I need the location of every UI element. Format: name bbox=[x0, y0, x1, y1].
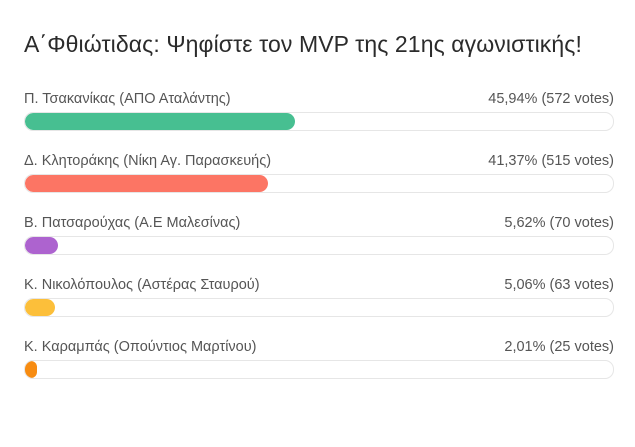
option-result: 41,37% (515 votes) bbox=[488, 153, 614, 169]
result-bar-fill bbox=[25, 175, 269, 192]
result-bar-track bbox=[24, 236, 614, 255]
option-result: 2,01% (25 votes) bbox=[504, 339, 614, 355]
result-bar-track bbox=[24, 298, 614, 317]
option-row: Π. Τσακανίκας (ΑΠΟ Αταλάντης) 45,94% (57… bbox=[24, 90, 614, 110]
result-bar-fill bbox=[25, 113, 296, 130]
poll-option[interactable]: Κ. Καραμπάς (Οπούντιος Μαρτίνου) 2,01% (… bbox=[24, 338, 614, 400]
result-bar-fill bbox=[25, 299, 55, 316]
result-bar-track bbox=[24, 112, 614, 131]
result-bar-fill bbox=[25, 361, 38, 378]
poll-option[interactable]: Κ. Νικολόπουλος (Αστέρας Σταυρού) 5,06% … bbox=[24, 276, 614, 338]
poll-widget: Α΄Φθιώτιδας: Ψηφίστε τον MVP της 21ης αγ… bbox=[24, 28, 614, 400]
option-row: Β. Πατσαρούχας (Α.Ε Μαλεσίνας) 5,62% (70… bbox=[24, 214, 614, 234]
option-label: Δ. Κλητοράκης (Νίκη Αγ. Παρασκευής) bbox=[24, 153, 272, 169]
option-label: Κ. Καραμπάς (Οπούντιος Μαρτίνου) bbox=[24, 339, 257, 355]
option-result: 5,06% (63 votes) bbox=[504, 277, 614, 293]
option-row: Κ. Καραμπάς (Οπούντιος Μαρτίνου) 2,01% (… bbox=[24, 338, 614, 358]
poll-option[interactable]: Π. Τσακανίκας (ΑΠΟ Αταλάντης) 45,94% (57… bbox=[24, 90, 614, 152]
poll-option[interactable]: Δ. Κλητοράκης (Νίκη Αγ. Παρασκευής) 41,3… bbox=[24, 152, 614, 214]
option-row: Δ. Κλητοράκης (Νίκη Αγ. Παρασκευής) 41,3… bbox=[24, 152, 614, 172]
result-bar-fill bbox=[25, 237, 59, 254]
option-label: Π. Τσακανίκας (ΑΠΟ Αταλάντης) bbox=[24, 91, 231, 107]
option-label: Κ. Νικολόπουλος (Αστέρας Σταυρού) bbox=[24, 277, 260, 293]
option-result: 5,62% (70 votes) bbox=[504, 215, 614, 231]
poll-option[interactable]: Β. Πατσαρούχας (Α.Ε Μαλεσίνας) 5,62% (70… bbox=[24, 214, 614, 276]
option-result: 45,94% (572 votes) bbox=[488, 91, 614, 107]
result-bar-track bbox=[24, 360, 614, 379]
option-label: Β. Πατσαρούχας (Α.Ε Μαλεσίνας) bbox=[24, 215, 241, 231]
result-bar-track bbox=[24, 174, 614, 193]
option-row: Κ. Νικολόπουλος (Αστέρας Σταυρού) 5,06% … bbox=[24, 276, 614, 296]
poll-title: Α΄Φθιώτιδας: Ψηφίστε τον MVP της 21ης αγ… bbox=[24, 31, 582, 57]
